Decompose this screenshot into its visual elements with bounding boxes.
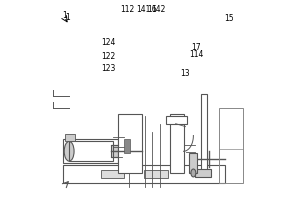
Ellipse shape: [64, 141, 74, 161]
FancyBboxPatch shape: [101, 170, 124, 178]
Text: 142: 142: [152, 5, 166, 14]
Text: 1: 1: [62, 11, 67, 20]
Text: 16: 16: [147, 5, 157, 14]
FancyBboxPatch shape: [166, 116, 188, 124]
FancyBboxPatch shape: [63, 139, 118, 163]
FancyBboxPatch shape: [111, 145, 119, 157]
Text: 13: 13: [181, 69, 190, 78]
FancyBboxPatch shape: [65, 134, 75, 141]
Text: 123: 123: [101, 64, 116, 73]
Text: 17: 17: [191, 43, 201, 52]
FancyBboxPatch shape: [144, 170, 168, 178]
FancyBboxPatch shape: [63, 165, 225, 183]
Text: 114: 114: [189, 50, 203, 59]
Text: 15: 15: [224, 14, 234, 23]
FancyBboxPatch shape: [118, 114, 142, 173]
Text: 122: 122: [101, 52, 116, 61]
Text: 1: 1: [65, 13, 70, 22]
FancyBboxPatch shape: [189, 153, 197, 173]
FancyBboxPatch shape: [195, 169, 211, 177]
FancyBboxPatch shape: [170, 114, 184, 173]
FancyBboxPatch shape: [124, 139, 130, 153]
Text: 141: 141: [136, 5, 150, 14]
Ellipse shape: [191, 169, 196, 177]
Text: 124: 124: [101, 38, 116, 47]
FancyBboxPatch shape: [69, 141, 112, 161]
Text: 112: 112: [120, 5, 134, 14]
FancyBboxPatch shape: [201, 94, 207, 173]
